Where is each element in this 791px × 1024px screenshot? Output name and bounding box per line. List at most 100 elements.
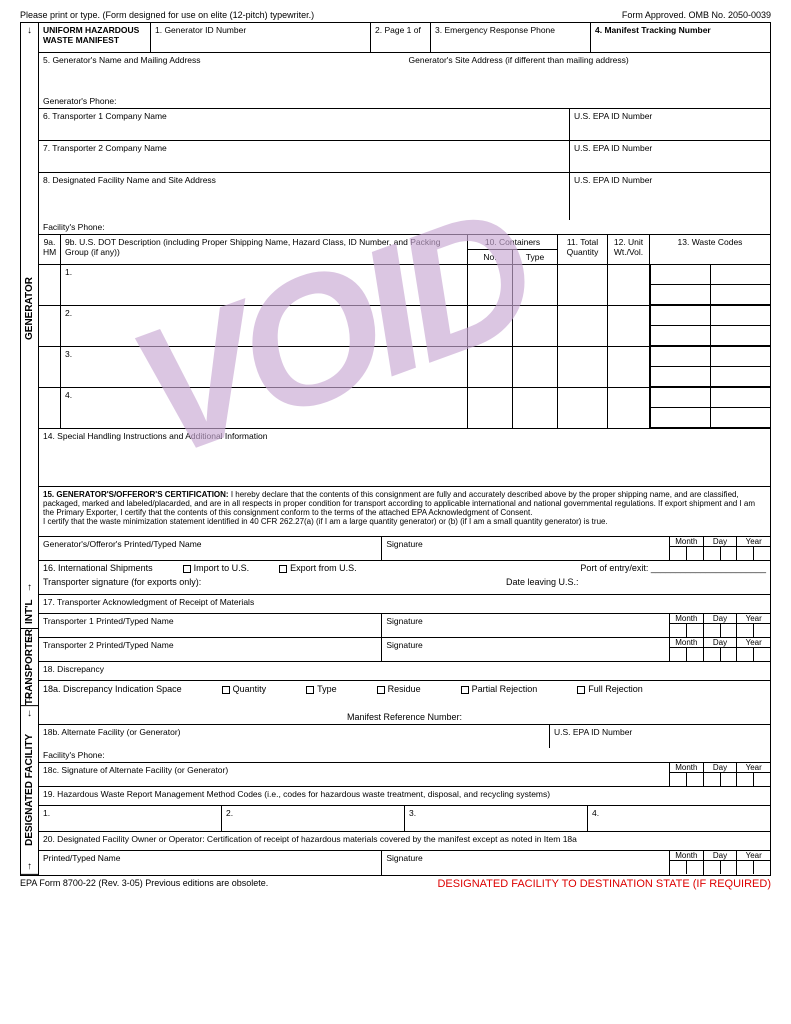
field-7-epaid[interactable]: U.S. EPA ID Number	[570, 141, 770, 172]
field-11-qty: 11. Total Quantity	[558, 235, 608, 264]
footer-right: DESIGNATED FACILITY TO DESTINATION STATE…	[437, 878, 771, 890]
field-13-waste-codes: 13. Waste Codes	[650, 235, 770, 264]
disc-partial-checkbox[interactable]: Partial Rejection	[461, 684, 538, 694]
field-19: 19. Hazardous Waste Report Management Me…	[39, 787, 770, 805]
cont-type-1[interactable]	[513, 265, 558, 305]
top-right-note: Form Approved. OMB No. 2050-0039	[622, 10, 771, 20]
field-18b-epaid[interactable]: U.S. EPA ID Number	[550, 725, 770, 748]
gen-printed-name[interactable]: Generator's/Offeror's Printed/Typed Name	[39, 537, 382, 560]
field-6-epaid[interactable]: U.S. EPA ID Number	[570, 109, 770, 140]
disc-full-checkbox[interactable]: Full Rejection	[577, 684, 643, 694]
field-2-page[interactable]: 2. Page 1 of	[371, 23, 431, 52]
import-checkbox[interactable]: Import to U.S.	[183, 563, 250, 573]
manifest-ref[interactable]: Manifest Reference Number:	[39, 710, 770, 724]
facility-phone[interactable]: Facility's Phone:	[39, 220, 770, 234]
qty-3[interactable]	[558, 347, 608, 387]
owner-sig[interactable]: Signature	[382, 851, 670, 875]
side-designated: ↑DESIGNATED FACILITY↓	[21, 706, 38, 875]
cont-no-3[interactable]	[468, 347, 513, 387]
top-left-note: Please print or type. (Form designed for…	[20, 10, 314, 20]
hm-1[interactable]	[39, 265, 61, 305]
disc-qty-checkbox[interactable]: Quantity	[222, 684, 267, 694]
side-labels-column: ↑GENERATOR↓ INT'L ↑TRANSPORTER↓ ↑DESIGNA…	[21, 23, 39, 875]
field-9a-hm: 9a. HM	[39, 235, 61, 264]
unit-4[interactable]	[608, 388, 650, 428]
cont-no-2[interactable]	[468, 306, 513, 346]
field-17-trans-ack: 17. Transporter Acknowledgment of Receip…	[39, 595, 770, 613]
alt-facility-phone[interactable]: Facility's Phone:	[39, 748, 770, 762]
cont-type-2[interactable]	[513, 306, 558, 346]
mm-2[interactable]: 2.	[222, 806, 405, 831]
export-checkbox[interactable]: Export from U.S.	[279, 563, 357, 573]
field-8-epaid[interactable]: U.S. EPA ID Number	[570, 173, 770, 220]
dot-3[interactable]: 3.	[61, 347, 468, 387]
field-14-special[interactable]: 14. Special Handling Instructions and Ad…	[39, 429, 770, 486]
field-20: 20. Designated Facility Owner or Operato…	[39, 832, 770, 850]
trans1-sig[interactable]: Signature	[382, 614, 670, 637]
field-18-discrepancy: 18. Discrepancy	[39, 662, 770, 680]
dot-2[interactable]: 2.	[61, 306, 468, 346]
field-9b-dot: 9b. U.S. DOT Description (including Prop…	[61, 235, 468, 264]
mm-4[interactable]: 4.	[588, 806, 770, 831]
hm-2[interactable]	[39, 306, 61, 346]
qty-4[interactable]	[558, 388, 608, 428]
trans2-name[interactable]: Transporter 2 Printed/Typed Name	[39, 638, 382, 661]
field-8-facility[interactable]: 8. Designated Facility Name and Site Add…	[39, 173, 570, 220]
field-1-generator-id[interactable]: 1. Generator ID Number	[151, 23, 371, 52]
cont-type-3[interactable]	[513, 347, 558, 387]
field-5-site-address[interactable]: Generator's Site Address (if different t…	[405, 53, 771, 67]
wc-4[interactable]	[650, 388, 770, 428]
mm-1[interactable]: 1.	[39, 806, 222, 831]
disc-residue-checkbox[interactable]: Residue	[377, 684, 421, 694]
port-entry[interactable]: Port of entry/exit:	[580, 563, 648, 573]
field-7-transporter2[interactable]: 7. Transporter 2 Company Name	[39, 141, 570, 172]
main-form-body: UNIFORM HAZARDOUSWASTE MANIFEST 1. Gener…	[39, 23, 770, 875]
unit-1[interactable]	[608, 265, 650, 305]
mm-3[interactable]: 3.	[405, 806, 588, 831]
cont-no-4[interactable]	[468, 388, 513, 428]
side-transporter: ↑TRANSPORTER↓	[21, 629, 38, 706]
field-16-intl: 16. International Shipments	[43, 563, 153, 573]
hm-3[interactable]	[39, 347, 61, 387]
month-label: Month	[670, 537, 703, 546]
side-intl: INT'L	[21, 595, 38, 629]
manifest-form: ↑GENERATOR↓ INT'L ↑TRANSPORTER↓ ↑DESIGNA…	[20, 22, 771, 876]
form-title: UNIFORM HAZARDOUSWASTE MANIFEST	[39, 23, 151, 52]
field-18a: 18a. Discrepancy Indication Space	[43, 684, 182, 694]
field-5-name-address[interactable]: 5. Generator's Name and Mailing Address	[39, 53, 405, 67]
generator-phone[interactable]: Generator's Phone:	[39, 94, 770, 108]
trans-sig-export[interactable]: Transporter signature (for exports only)…	[43, 577, 506, 587]
field-3-emergency-phone[interactable]: 3. Emergency Response Phone	[431, 23, 591, 52]
field-18c[interactable]: 18c. Signature of Alternate Facility (or…	[39, 763, 670, 786]
field-15-cert-title: 15. GENERATOR'S/OFFEROR'S CERTIFICATION:	[43, 490, 229, 499]
cont-type-4[interactable]	[513, 388, 558, 428]
field-4-tracking-number[interactable]: 4. Manifest Tracking Number	[591, 23, 770, 52]
qty-2[interactable]	[558, 306, 608, 346]
gen-signature[interactable]: Signature	[382, 537, 670, 560]
disc-type-checkbox[interactable]: Type	[306, 684, 337, 694]
side-generator: ↑GENERATOR↓	[21, 23, 38, 595]
year-label: Year	[737, 537, 770, 546]
owner-name[interactable]: Printed/Typed Name	[39, 851, 382, 875]
field-6-transporter1[interactable]: 6. Transporter 1 Company Name	[39, 109, 570, 140]
dot-4[interactable]: 4.	[61, 388, 468, 428]
top-annotation: Please print or type. (Form designed for…	[20, 10, 771, 20]
field-10-containers: 10. Containers No. Type	[468, 235, 558, 264]
date-leaving[interactable]: Date leaving U.S.:	[506, 577, 766, 587]
unit-2[interactable]	[608, 306, 650, 346]
wc-3[interactable]	[650, 347, 770, 387]
dot-1[interactable]: 1.	[61, 265, 468, 305]
day-label: Day	[704, 537, 737, 546]
cont-no-1[interactable]	[468, 265, 513, 305]
trans1-name[interactable]: Transporter 1 Printed/Typed Name	[39, 614, 382, 637]
wc-2[interactable]	[650, 306, 770, 346]
footer: EPA Form 8700-22 (Rev. 3-05) Previous ed…	[20, 878, 771, 890]
footer-left: EPA Form 8700-22 (Rev. 3-05) Previous ed…	[20, 878, 268, 890]
field-12-unit: 12. Unit Wt./Vol.	[608, 235, 650, 264]
unit-3[interactable]	[608, 347, 650, 387]
qty-1[interactable]	[558, 265, 608, 305]
hm-4[interactable]	[39, 388, 61, 428]
trans2-sig[interactable]: Signature	[382, 638, 670, 661]
field-18b[interactable]: 18b. Alternate Facility (or Generator)	[39, 725, 550, 748]
wc-1[interactable]	[650, 265, 770, 305]
